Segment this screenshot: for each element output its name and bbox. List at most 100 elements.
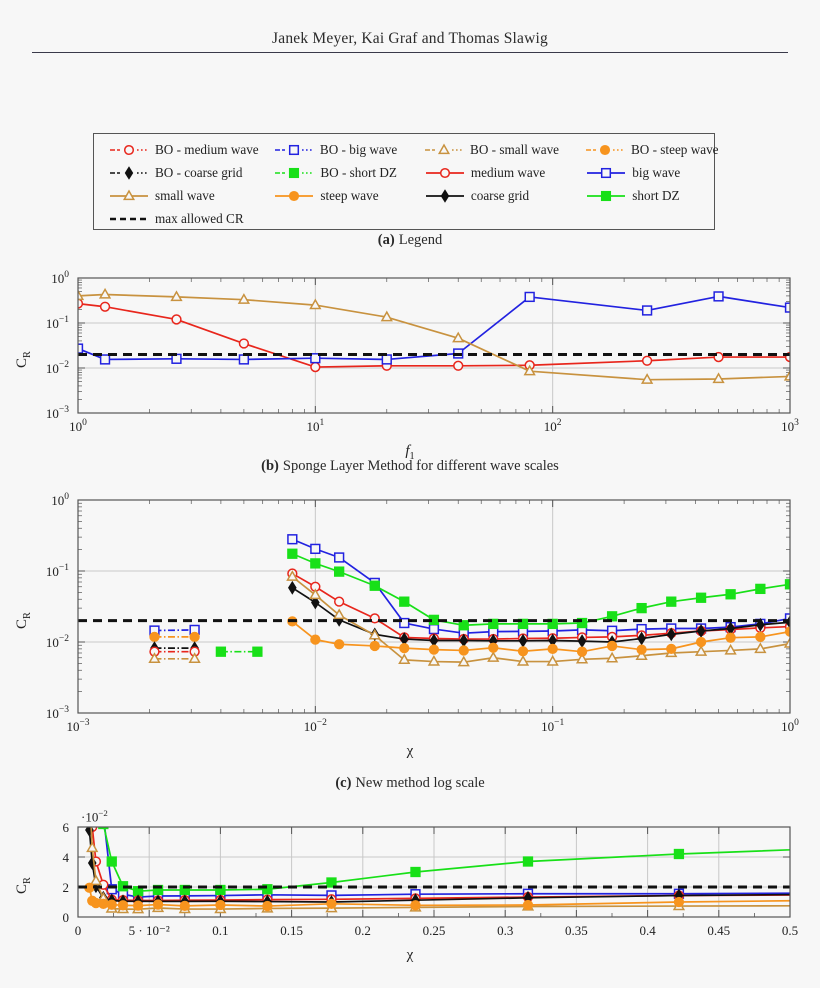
header-rule [32,52,788,54]
legend-row: max allowed CR [94,209,714,228]
caption-a: (a) Legend [0,232,820,249]
x-tick-label: 0.5 [782,923,798,938]
legend-swatch-bo-coarse-grid [108,165,150,181]
legend-label: medium wave [470,164,546,180]
series-short-dz [287,548,790,631]
x-tick-label: 10−1 [541,718,564,734]
legend-swatch-bo-big-wave [273,142,315,158]
caption-b-tag: (b) [261,458,279,474]
caption-b-text: Sponge Layer Method for different wave s… [282,458,559,474]
y-tick-label: 4 [63,850,70,865]
legend-item-bo-steep-wave[interactable]: BO - steep wave [584,142,719,158]
legend-label: BO - medium wave [155,141,259,157]
y-tick-label: 10−1 [46,563,69,579]
x-tick-label: 10−2 [304,718,327,734]
y-tick-label: 100 [51,270,69,286]
legend-label: BO - coarse grid [155,164,243,180]
x-tick-label: 101 [306,418,324,434]
legend-item-bo-small-wave[interactable]: BO - small wave [423,142,584,158]
x-axis-label: χ [406,743,414,759]
legend-item-bo-coarse-grid[interactable]: BO - coarse grid [94,165,273,181]
x-tick-label: 0.3 [497,923,513,938]
x-tick-label: 0.4 [639,923,656,938]
legend-swatch-bo-short-dz [273,165,315,181]
legend-item-big-wave[interactable]: big wave [585,165,714,181]
chart-sponge-layer: 100 101 102 103 10−3 10−2 10−1 100 CR f1 [0,268,820,462]
series-steep-wave [84,882,790,912]
y-axis-label: CR [14,877,33,894]
plot-frame [77,499,791,714]
plot-area [78,287,790,384]
legend-swatch-small-wave [108,188,150,204]
legend-label: steep wave [320,187,379,203]
chart-canvas: 100 101 102 103 10−3 10−2 10−1 100 [46,270,799,434]
plot-frame [77,277,791,414]
legend-label: coarse grid [470,187,530,203]
legend-row: BO - medium wave BO - big wave BO - small … [94,140,719,159]
caption-a-text: Legend [398,232,443,248]
caption-c-text: New method log scale [355,775,485,791]
x-tick-label: 0.35 [565,923,588,938]
x-axis-label: f1 [405,443,415,462]
x-tick-label: 102 [544,418,562,434]
y-tick-label: 2 [63,880,70,895]
legend-row: BO - coarse grid BO - short DZ medium wave… [94,163,714,182]
series-small-wave [78,287,790,384]
y-tick-label: 10−3 [46,405,69,421]
legend-item-bo-big-wave[interactable]: BO - big wave [273,142,423,158]
x-tick-label: 0 [75,923,82,938]
y-tick-label: 6 [63,820,70,835]
legend-swatch-bo-steep-wave [584,142,626,158]
legend-item-medium-wave[interactable]: medium wave [424,165,585,181]
x-tick-label: 10−3 [66,718,89,734]
series-short-dz [98,827,790,897]
chart-canvas: 0 5 · 10⁻² 0.1 0.15 0.2 0.25 0.3 0.35 0.4 0.45 0.5… [63,820,799,938]
chart-new-method-log: 10−3 10−2 10−1 100 10−3 10−2 10−1 100 CR χ [0,490,820,759]
x-tick-label: 0.25 [423,923,446,938]
series-bo-small-wave [148,652,201,663]
legend-label: max allowed CR [155,210,244,226]
legend-item-max-allowed-cr[interactable]: max allowed CR [94,211,275,227]
y-axis-label: CR [14,350,33,368]
legend-swatch-short-dz [585,188,627,204]
legend-swatch-max-allowed-cr [108,211,150,227]
running-header: Janek Meyer, Kai Graf and Thomas Slawig [272,30,548,47]
x-tick-label: 5 · 10⁻² [129,923,170,938]
legend-item-bo-short-dz[interactable]: BO - short DZ [273,165,424,181]
x-tick-label: 0.1 [212,923,228,938]
legend-swatch-bo-small-wave [423,142,465,158]
plot-area [78,534,790,667]
y-tick-label: 0 [63,910,70,925]
caption-a-tag: (a) [377,232,395,248]
legend-panel: BO - medium wave BO - big wave BO - small … [93,133,719,230]
chart-canvas: 10−3 10−2 10−1 100 10−3 10−2 10−1 100 [46,492,799,734]
legend-item-short-dz[interactable]: short DZ [585,188,714,204]
legend-swatch-bo-medium-wave [108,142,150,158]
x-axis-label: χ [406,947,414,963]
legend-item-bo-medium-wave[interactable]: BO - medium wave [94,142,273,158]
legend-item-coarse-grid[interactable]: coarse grid [424,188,585,204]
y-axis-label: CR [14,611,33,629]
legend-swatch-coarse-grid [424,188,466,204]
legend-label: short DZ [632,187,680,203]
legend-row: small wave steep wave coarse grid short DZ [94,186,714,205]
x-tick-label: 0.2 [355,923,371,938]
y-tick-label: 10−1 [46,315,69,331]
plot-frame [77,826,791,918]
plot-area [78,827,790,914]
legend-item-small-wave[interactable]: small wave [94,188,273,204]
legend-item-steep-wave[interactable]: steep wave [273,188,424,204]
y-tick-label: 10−2 [46,634,69,650]
x-tick-label: 0.45 [707,923,730,938]
y-tick-label: 100 [51,492,69,508]
x-tick-label: 100 [781,718,799,734]
y-tick-label: 10−3 [46,705,69,721]
x-tick-label: 100 [69,418,87,434]
legend-swatch-medium-wave [424,165,466,181]
series-bo-short-dz [215,646,263,657]
series-steep-wave [287,616,790,657]
series-small-wave [286,570,790,667]
y-tick-label: 10−2 [46,360,69,376]
caption-c-tag: (c) [335,775,352,791]
